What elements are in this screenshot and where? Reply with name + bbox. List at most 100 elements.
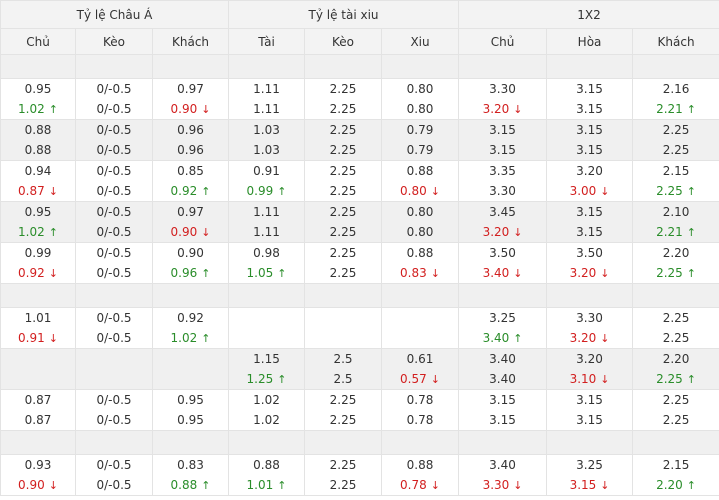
odds-value: 0.90 ↓: [1, 475, 75, 495]
col-header-line: Kèo: [304, 28, 383, 55]
empty-cell: [304, 54, 383, 79]
odds-value: 1.11: [229, 79, 304, 99]
odds-value: 0.92: [153, 308, 228, 328]
odds-value: 2.21 ↑: [633, 99, 719, 119]
odds-value: 3.50: [459, 243, 546, 263]
cell-line: 2.25 2.25: [304, 78, 383, 120]
odds-number: 0/-0.5: [96, 164, 132, 178]
odds-number: 0.92: [18, 266, 45, 280]
odds-value: 2.25 ↑: [633, 369, 719, 389]
cell-1x2-away: 2.25 2.25: [632, 307, 719, 349]
odds-number: 0.96: [177, 143, 204, 157]
odds-value: 2.25: [305, 120, 381, 140]
cell-1x2-home: 3.15 3.15: [458, 119, 548, 161]
odds-value: 0.80: [382, 99, 458, 119]
odds-number: 2.5: [333, 352, 353, 366]
odds-value: 0/-0.5: [76, 390, 152, 410]
cell-away: 0.85 0.92 ↑: [151, 160, 230, 202]
odds-value: 2.25: [305, 455, 381, 475]
odds-number: 0.90: [170, 102, 198, 116]
odds-table-body: 0.95 1.02 ↑ 0/-0.5 0/-0.5 0.97 0.90 ↓ 1.11 1.11 2.…: [0, 54, 719, 496]
odds-number: 0.57: [400, 372, 427, 386]
odds-value: 0/-0.5: [76, 328, 152, 348]
odds-value: 0.78 ↓: [382, 475, 458, 495]
odds-number: 0/-0.5: [96, 82, 132, 96]
empty-cell: [228, 54, 306, 79]
cell-1x2-away: 2.20 2.25 ↑: [632, 348, 719, 390]
odds-number: 1.05: [246, 266, 274, 280]
empty-cell: [228, 283, 306, 308]
cell-handicap: 0/-0.5 0/-0.5: [75, 119, 153, 161]
cell-draw: 3.15 3.15: [546, 389, 634, 431]
cell-1x2-away: 2.25 2.25: [632, 389, 719, 431]
arrow-down-icon: ↓: [48, 185, 58, 198]
odds-value: 2.25: [305, 140, 381, 160]
cell-draw: 3.20 3.10 ↓: [546, 348, 634, 390]
cell-draw: 3.15 3.15: [546, 201, 634, 243]
odds-number: 2.15: [662, 458, 690, 472]
odds-number: 2.15: [662, 164, 690, 178]
odds-number: 0.79: [406, 123, 434, 137]
group-header-asian-handicap: Tỷ lệ Châu Á: [0, 0, 230, 29]
cell-1x2-home: 3.30 3.20 ↓: [458, 78, 548, 120]
odds-number: 0.90: [177, 246, 204, 260]
empty-cell: [632, 430, 719, 455]
odds-value: 2.5: [305, 349, 381, 369]
odds-value: 1.01: [1, 308, 75, 328]
odds-number: 2.20: [656, 478, 683, 492]
cell-handicap: 0/-0.5 0/-0.5: [75, 389, 153, 431]
odds-value: 0.80: [382, 202, 458, 222]
col-header-under: Xiu: [381, 28, 460, 55]
arrow-up-icon: ↑: [277, 479, 287, 492]
cell-away: 0.90 0.96 ↑: [151, 242, 230, 284]
cell-under: [381, 307, 460, 349]
odds-number: 2.16: [662, 82, 690, 96]
empty-cell: [632, 283, 719, 308]
odds-value: 3.45: [459, 202, 546, 222]
arrow-down-icon: ↓: [430, 479, 440, 492]
odds-value: 0.79: [382, 140, 458, 160]
cell-line: 2.25 2.25: [304, 242, 383, 284]
odds-number: 3.15: [489, 413, 516, 427]
odds-value: 1.25 ↑: [229, 369, 304, 389]
odds-value: 0.92 ↑: [153, 181, 228, 201]
odds-value: 1.03: [229, 140, 304, 160]
cell-home: 0.88 0.88: [0, 119, 76, 161]
col-header-draw: Hòa: [546, 28, 634, 55]
odds-value: 0/-0.5: [76, 181, 152, 201]
cell-home: 0.99 0.92 ↓: [0, 242, 76, 284]
odds-value: 0.98: [229, 243, 304, 263]
odds-value: 3.15: [547, 410, 632, 430]
arrow-down-icon: ↓: [513, 103, 523, 116]
cell-away: [151, 348, 230, 390]
odds-number: 1.03: [253, 143, 280, 157]
empty-cell: [151, 54, 230, 79]
odds-value: 3.35: [459, 161, 546, 181]
arrow-up-icon: ↑: [686, 103, 697, 116]
odds-number: 3.15: [489, 123, 516, 137]
odds-value: 0.94: [1, 161, 75, 181]
odds-number: 2.25: [662, 123, 690, 137]
odds-number: 1.01: [24, 311, 52, 325]
odds-value: 2.25: [305, 390, 381, 410]
odds-value: 3.00 ↓: [547, 181, 632, 201]
odds-value: 3.20 ↓: [459, 222, 546, 242]
cell-1x2-away: 2.20 2.25 ↑: [632, 242, 719, 284]
cell-line: 2.5 2.5: [304, 348, 383, 390]
odds-number: 0.97: [177, 205, 204, 219]
cell-over: [228, 307, 306, 349]
odds-number: 0.96: [170, 266, 198, 280]
odds-number: 0.95: [177, 393, 204, 407]
odds-number: 3.15: [576, 143, 603, 157]
odds-number: 0/-0.5: [96, 184, 132, 198]
arrow-down-icon: ↓: [48, 332, 58, 345]
odds-value: 2.25: [305, 410, 381, 430]
arrow-down-icon: ↓: [513, 479, 523, 492]
odds-value: 0.80: [382, 222, 458, 242]
odds-number: 2.25: [329, 266, 357, 280]
odds-value: 1.05 ↑: [229, 263, 304, 283]
arrow-down-icon: ↓: [48, 267, 58, 280]
odds-number: 2.25: [662, 311, 690, 325]
arrow-down-icon: ↓: [430, 185, 440, 198]
